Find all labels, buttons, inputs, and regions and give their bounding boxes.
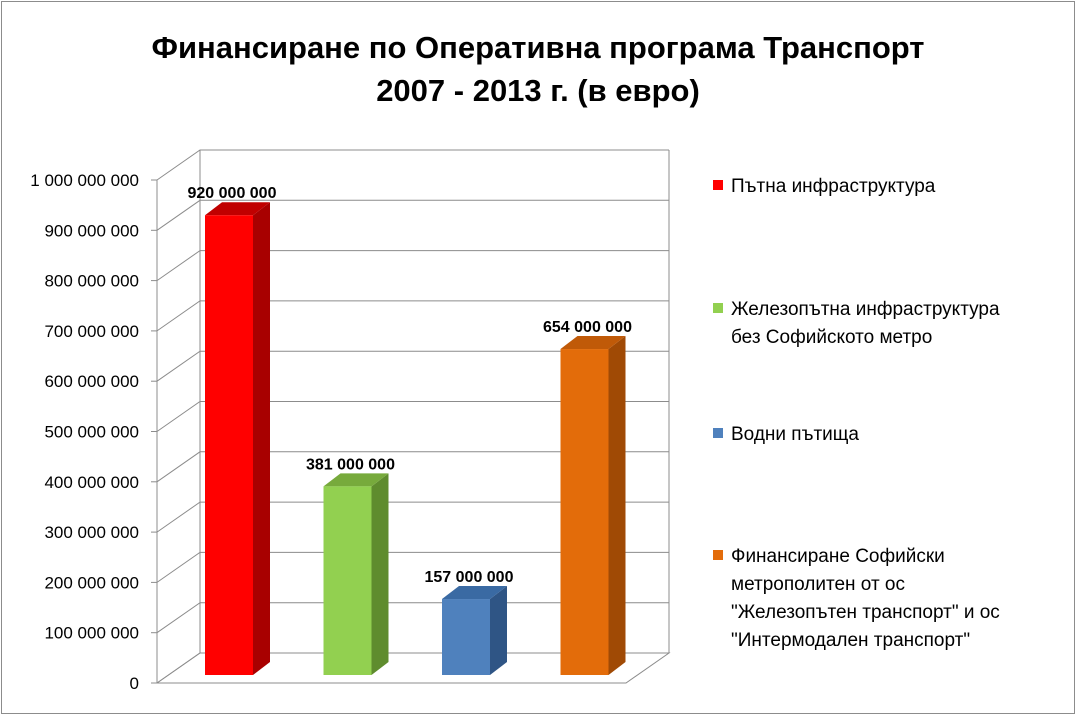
legend-swatch: [713, 303, 723, 313]
gridline: [156, 551, 669, 583]
bar-front: [442, 599, 490, 675]
data-label: 157 000 000: [425, 569, 514, 586]
legend-entry-4: Финансиране Софийски метрополитен от ос "Ж…: [713, 546, 1000, 651]
gridline: [156, 149, 669, 181]
y-tick-label: 200 000 000: [44, 573, 139, 592]
y-tick-label: 400 000 000: [44, 473, 139, 492]
bar-side: [371, 473, 389, 675]
legend-swatch: [713, 550, 723, 560]
chart-title-line-1: Финансиране по Оперативна програма Транс…: [152, 30, 925, 65]
y-tick-label: 500 000 000: [44, 423, 139, 442]
legend-swatch: [713, 428, 723, 438]
gridline: [156, 199, 669, 231]
legend-label: "Интермодален транспорт": [731, 630, 970, 651]
y-tick-label: 1 000 000 000: [30, 171, 139, 190]
data-label: 654 000 000: [543, 319, 632, 336]
legend-entry-1: Пътна инфраструктура: [713, 176, 936, 197]
bar-top: [442, 586, 507, 600]
bar-front: [560, 349, 609, 675]
y-tick-label: 600 000 000: [44, 372, 139, 391]
bar-3: [442, 586, 507, 675]
plot-area: 0 100 000 000 200 000 000 300 000 000 400 00…: [30, 149, 671, 693]
chart-title-line-2: 2007 - 2013 г. (в евро): [376, 73, 700, 108]
y-tick-label: 300 000 000: [44, 523, 139, 542]
gridline: [156, 250, 669, 282]
bar-1: [205, 202, 270, 676]
bar-top: [560, 336, 626, 350]
legend-label: Пътна инфраструктура: [731, 176, 936, 197]
legend-label: Финансиране Софийски: [731, 546, 945, 567]
legend-entry-3: Водни пътища: [713, 424, 859, 445]
legend-label: Водни пътища: [731, 424, 859, 445]
legend-entry-2: Железопътна инфраструктура без Софийското…: [713, 299, 1000, 348]
gridline: [156, 501, 669, 533]
y-tick-label: 800 000 000: [44, 272, 139, 291]
data-label: 381 000 000: [306, 456, 395, 473]
chart-floor: [155, 652, 671, 684]
legend-label: метрополитен от ос: [731, 574, 905, 595]
y-tick-label: 100 000 000: [44, 624, 139, 643]
gridline: [156, 602, 669, 634]
legend-label: без Софийското метро: [731, 327, 932, 348]
bar-side: [253, 202, 270, 676]
legend-label: "Железопътен транспорт" и ос: [731, 602, 1000, 623]
bar-side: [608, 336, 626, 675]
gridline: [156, 300, 669, 332]
gridline: [156, 451, 669, 483]
y-tick-label: 900 000 000: [44, 221, 139, 240]
legend: Пътна инфраструктура Железопътна инфрастр…: [713, 176, 1000, 651]
bar-front: [323, 486, 372, 675]
gridline: [156, 401, 669, 432]
bar-top: [323, 473, 389, 487]
y-tick-label: 700 000 000: [44, 322, 139, 341]
legend-swatch: [713, 180, 723, 190]
bar-4: [560, 336, 626, 675]
bar-front: [205, 215, 253, 676]
bar-side: [490, 586, 507, 675]
y-tick-label: 0: [130, 674, 139, 693]
data-label: 920 000 000: [188, 185, 277, 202]
gridline: [156, 350, 669, 382]
bar-top: [205, 202, 270, 216]
legend-label: Железопътна инфраструктура: [731, 299, 1000, 320]
bar-2: [323, 473, 389, 675]
